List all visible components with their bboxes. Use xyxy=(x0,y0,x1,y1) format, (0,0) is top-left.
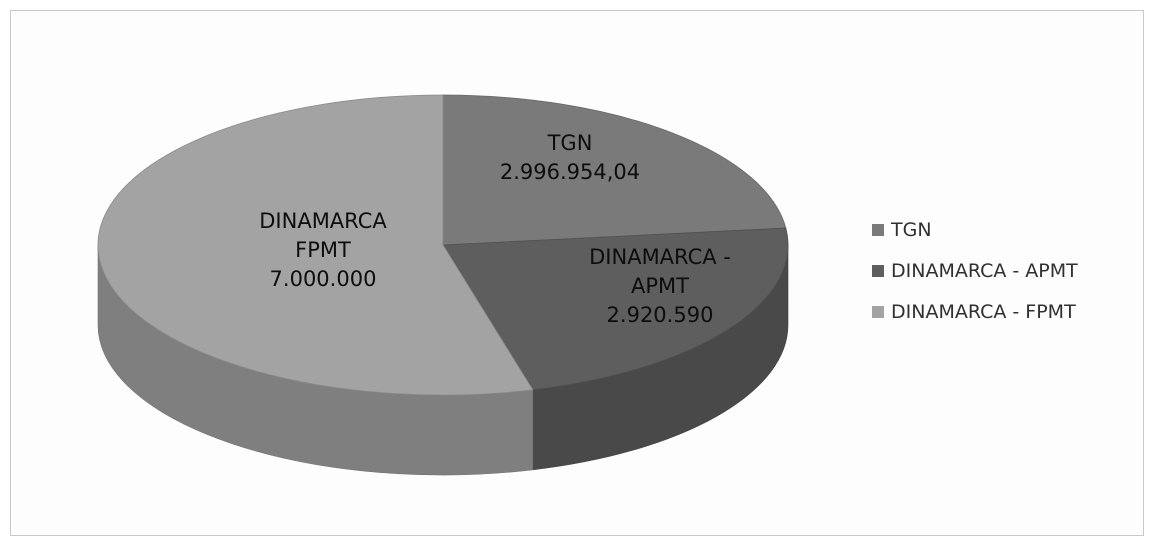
pie-slice-fpmt xyxy=(97,94,534,396)
legend-swatch-apmt xyxy=(872,265,884,277)
data-label-tgn: TGN 2.996.954,04 xyxy=(500,131,640,184)
legend-swatch-fpmt xyxy=(872,306,884,318)
data-label-apmt: DINAMARCA -APMT 2.920.590 xyxy=(589,245,731,327)
pie-slice-tgn xyxy=(442,94,787,246)
legend-label-tgn: TGN xyxy=(891,219,932,241)
legend-swatch-tgn xyxy=(872,224,884,236)
chart-legend: TGN DINAMARCA - APMT DINAMARCA - FPMT xyxy=(872,218,1078,341)
data-label-fpmt: DINAMARCA FPMT 7.000.000 xyxy=(259,209,387,291)
legend-label-fpmt: DINAMARCA - FPMT xyxy=(891,301,1076,323)
legend-item-fpmt: DINAMARCA - FPMT xyxy=(872,300,1078,324)
legend-item-apmt: DINAMARCA - APMT xyxy=(872,259,1078,283)
legend-item-tgn: TGN xyxy=(872,218,1078,242)
pie-slice-apmt xyxy=(442,227,789,391)
legend-label-apmt: DINAMARCA - APMT xyxy=(891,260,1078,282)
